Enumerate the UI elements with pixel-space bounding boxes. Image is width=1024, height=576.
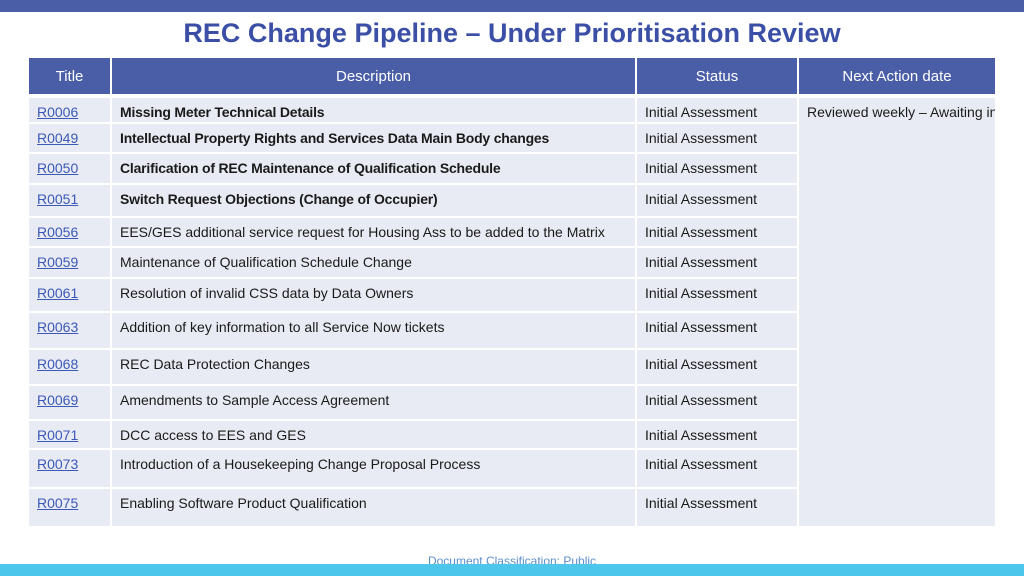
table-row: R0006 Missing Meter Technical Details In… [27,95,997,528]
status-cell: Initial Assessment [635,152,799,185]
description-cell: Introduction of a Housekeeping Change Pr… [110,448,637,489]
change-id-cell: R0050 [27,152,112,185]
change-id-cell: R0051 [27,183,112,218]
page-title: REC Change Pipeline – Under Prioritisati… [183,18,841,48]
change-id-link[interactable]: R0050 [37,160,79,176]
table-row: R0059 Maintenance of Qualification Sched… [27,246,996,279]
status-cell: Initial Assessment [635,384,799,421]
status-cell: Initial Assessment [635,216,799,248]
description-cell: Addition of key information to all Servi… [110,311,637,350]
change-id-link[interactable]: R0071 [37,427,79,443]
bottom-accent-bar [0,564,1024,576]
status-cell: Initial Assessment [635,448,799,489]
change-id-link[interactable]: R0073 [37,456,79,472]
change-id-link[interactable]: R0056 [37,224,79,240]
change-id-link[interactable]: R0051 [37,191,79,207]
change-id-cell: R0059 [27,246,112,279]
table-row: R0061 Resolution of invalid CSS data by … [27,277,996,313]
change-id-link[interactable]: R0006 [37,104,79,120]
change-id-link[interactable]: R0063 [37,319,79,335]
status-cell: Initial Assessment [635,183,799,218]
table-row: R0050 Clarification of REC Maintenance o… [27,152,996,185]
table-row: R0049 Intellectual Property Rights and S… [27,122,996,154]
change-id-cell: R0056 [27,216,112,248]
table-header-row: Title Description Status Next Action dat… [27,56,997,98]
description-cell: Switch Request Objections (Change of Occ… [110,183,637,218]
description-cell: EES/GES additional service request for H… [110,216,637,248]
change-id-cell: R0006 [27,95,112,124]
description-cell: Enabling Software Product Qualification [110,487,637,528]
status-cell: Initial Assessment [635,122,799,154]
change-id-cell: R0061 [27,277,112,313]
table-row: R0071 DCC access to EES and GES Initial … [27,419,996,450]
change-id-cell: R0068 [27,348,112,386]
change-id-link[interactable]: R0059 [37,254,79,270]
status-cell: Initial Assessment [635,311,799,350]
description-cell: Missing Meter Technical Details [110,95,637,124]
change-id-cell: R0069 [27,384,112,421]
change-id-link[interactable]: R0069 [37,392,79,408]
change-id-cell: R0073 [27,448,112,489]
table-row: R0056 EES/GES additional service request… [27,216,996,248]
description-cell: Clarification of REC Maintenance of Qual… [110,152,637,185]
change-id-link[interactable]: R0068 [37,356,79,372]
status-cell: Initial Assessment [635,419,799,450]
table-row: R0051 Switch Request Objections (Change … [27,183,996,218]
status-cell: Initial Assessment [635,246,799,279]
change-id-cell: R0075 [27,487,112,528]
column-header-status: Status [635,56,799,98]
table-row: R0075 Enabling Software Product Qualific… [27,487,996,528]
status-cell: Initial Assessment [635,487,799,528]
description-cell: Amendments to Sample Access Agreement [110,384,637,421]
table-row: R0068 REC Data Protection Changes Initia… [27,348,996,386]
pipeline-table: Title Description Status Next Action dat… [27,56,997,528]
description-cell: Maintenance of Qualification Schedule Ch… [110,246,637,279]
table-row: R0063 Addition of key information to all… [27,311,996,350]
change-id-cell: R0063 [27,311,112,350]
description-cell: Intellectual Property Rights and Service… [110,122,637,154]
description-cell: Resolution of invalid CSS data by Data O… [110,277,637,313]
table-row: R0073 Introduction of a Housekeeping Cha… [27,448,996,489]
top-accent-bar [0,0,1024,12]
change-id-link[interactable]: R0061 [37,285,79,301]
table-row: R0069 Amendments to Sample Access Agreem… [27,384,996,421]
change-id-link[interactable]: R0075 [37,495,79,511]
change-id-cell: R0049 [27,122,112,154]
description-cell: REC Data Protection Changes [110,348,637,386]
description-cell: DCC access to EES and GES [110,419,637,450]
change-id-cell: R0071 [27,419,112,450]
status-cell: Initial Assessment [635,95,799,124]
status-cell: Initial Assessment [635,348,799,386]
column-header-next-action-date: Next Action date [797,56,997,98]
column-header-title: Title [27,56,112,98]
next-action-cell: Reviewed weekly – Awaiting instruction f… [797,95,997,528]
column-header-description: Description [110,56,637,98]
change-id-link[interactable]: R0049 [37,130,79,146]
status-cell: Initial Assessment [635,277,799,313]
